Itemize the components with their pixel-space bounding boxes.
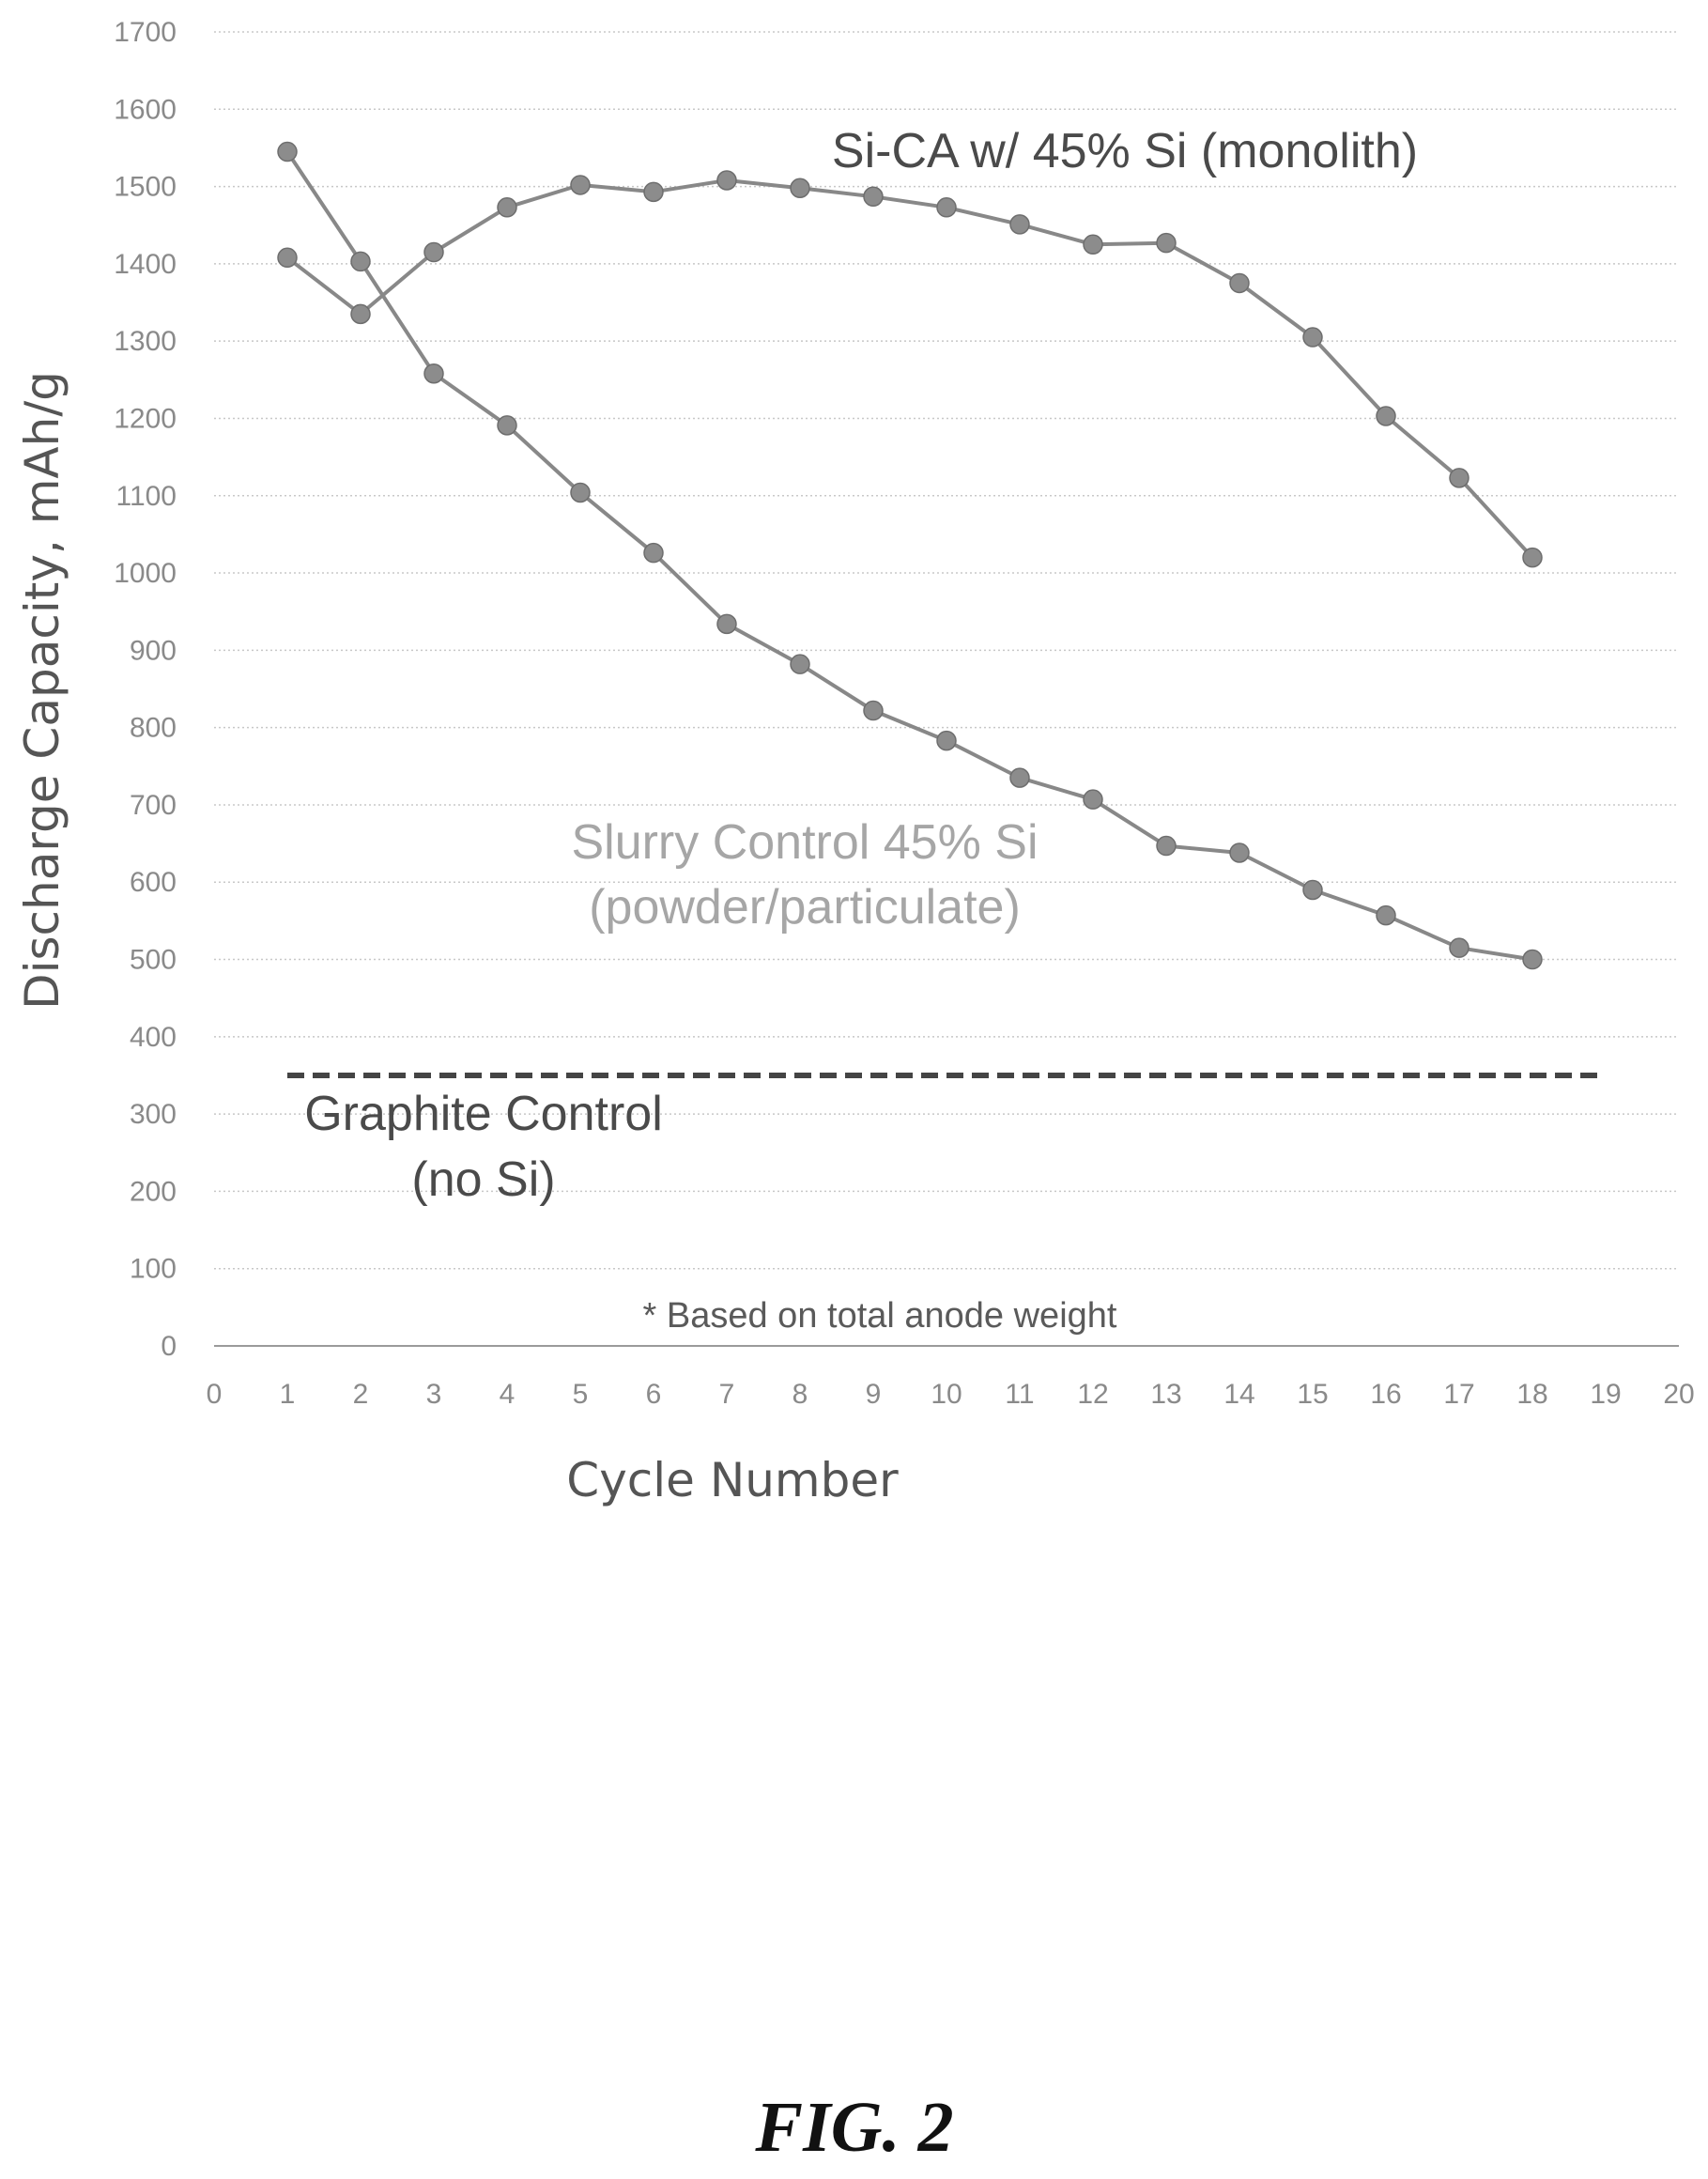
y-tick-label: 1400	[114, 249, 177, 280]
slurry-control-point	[497, 415, 517, 436]
x-tick-label: 20	[1663, 1379, 1694, 1410]
monolith-point	[1229, 272, 1250, 294]
y-tick-label: 1500	[114, 172, 177, 203]
x-tick-label: 17	[1443, 1379, 1474, 1410]
monolith-point	[1083, 234, 1103, 255]
x-tick-label: 8	[792, 1379, 808, 1410]
x-tick-label: 13	[1150, 1379, 1181, 1410]
monolith-point	[1522, 547, 1543, 568]
monolith-point	[1156, 232, 1177, 254]
y-tick-label: 1300	[114, 326, 177, 357]
monolith-line	[285, 178, 1534, 559]
y-tick-label: 0	[161, 1331, 177, 1362]
y-tick-label: 500	[130, 945, 177, 976]
monolith-point	[643, 181, 664, 203]
slurry-control-point	[1156, 835, 1177, 857]
slurry-control-point	[423, 363, 444, 384]
slurry-control-point	[1229, 842, 1250, 863]
y-tick-label: 300	[130, 1099, 177, 1130]
slurry-control-point	[863, 700, 884, 721]
x-tick-label: 7	[719, 1379, 735, 1410]
y-tick-label: 1000	[114, 558, 177, 589]
slurry-control-point	[277, 141, 298, 162]
y-tick-label: 100	[130, 1254, 177, 1285]
monolith-point	[863, 186, 884, 208]
y-tick-label: 800	[130, 713, 177, 744]
y-tick-label: 1200	[114, 403, 177, 434]
y-tick-label: 900	[130, 635, 177, 666]
monolith-point	[1009, 214, 1030, 235]
x-tick-label: 5	[573, 1379, 589, 1410]
x-tick-label: 0	[207, 1379, 223, 1410]
x-tick-label: 4	[500, 1379, 515, 1410]
graphite-series-label-line2: (no Si)	[411, 1152, 555, 1207]
monolith-point	[350, 303, 371, 325]
x-tick-label: 9	[866, 1379, 882, 1410]
monolith-point	[1302, 327, 1323, 348]
y-tick-label: 1600	[114, 94, 177, 125]
graphite-series-label-line1: Graphite Control	[304, 1087, 663, 1141]
slurry-control-point	[716, 613, 737, 635]
monolith-point	[277, 247, 298, 269]
slurry-control-point	[643, 542, 664, 564]
slurry-series-label-line1: Slurry Control 45% Si	[571, 815, 1038, 870]
slurry-control-point	[570, 482, 591, 503]
x-axis-title: Cycle Number	[566, 1453, 899, 1507]
x-tick-label: 11	[1005, 1379, 1034, 1410]
slurry-control-point	[1083, 789, 1103, 810]
y-tick-label: 700	[130, 790, 177, 821]
figure-label: FIG. 2	[754, 2088, 953, 2167]
x-tick-label: 10	[931, 1379, 962, 1410]
series-group	[277, 141, 1606, 1078]
y-axis-ticks: 0 100 200 300 400 500 600 700 800 900 1000 1100 1200…	[114, 17, 177, 1362]
x-tick-label: 14	[1223, 1379, 1254, 1410]
x-tick-label: 16	[1370, 1379, 1401, 1410]
monolith-point	[790, 178, 810, 198]
x-axis-ticks: 0 1 2 3 4 5 6 7 8 9 10 11 12 13 14 15 16 17 18 19 20	[207, 1379, 1695, 1410]
monolith-point	[423, 241, 444, 263]
monolith-series-label: Si-CA w/ 45% Si (monolith)	[832, 124, 1418, 178]
y-tick-label: 600	[130, 867, 177, 898]
slurry-control-point	[1376, 904, 1396, 926]
slurry-series-label-line2: (powder/particulate)	[589, 880, 1021, 935]
slurry-control-point	[1449, 937, 1469, 958]
x-tick-label: 2	[353, 1379, 369, 1410]
x-tick-label: 12	[1077, 1379, 1108, 1410]
x-tick-label: 18	[1516, 1379, 1547, 1410]
x-tick-label: 15	[1297, 1379, 1328, 1410]
slurry-control-point	[350, 251, 371, 272]
slurry-control-point	[790, 654, 810, 674]
slurry-control-point	[1302, 879, 1323, 901]
monolith-point	[936, 197, 957, 218]
y-tick-label: 1100	[115, 481, 177, 512]
grid-lines	[214, 31, 1679, 1270]
y-tick-label: 200	[130, 1176, 177, 1207]
monolith-point	[1449, 468, 1469, 488]
monolith-point	[716, 170, 737, 191]
footnote: * Based on total anode weight	[643, 1296, 1117, 1336]
monolith-point	[1376, 406, 1396, 426]
slurry-control-point	[936, 730, 957, 751]
slurry-control-line	[285, 150, 1533, 962]
monolith-point	[497, 197, 517, 218]
x-tick-label: 3	[426, 1379, 442, 1410]
monolith-point	[570, 175, 591, 195]
x-tick-label: 19	[1590, 1379, 1621, 1410]
y-tick-label: 400	[130, 1022, 177, 1053]
y-tick-label: 1700	[114, 17, 177, 48]
slurry-control-point	[1009, 767, 1030, 788]
x-tick-label: 1	[280, 1379, 296, 1410]
x-tick-label: 6	[646, 1379, 662, 1410]
slurry-control-point	[1522, 949, 1543, 970]
y-axis-title: Discharge Capacity, mAh/g	[15, 371, 69, 1010]
